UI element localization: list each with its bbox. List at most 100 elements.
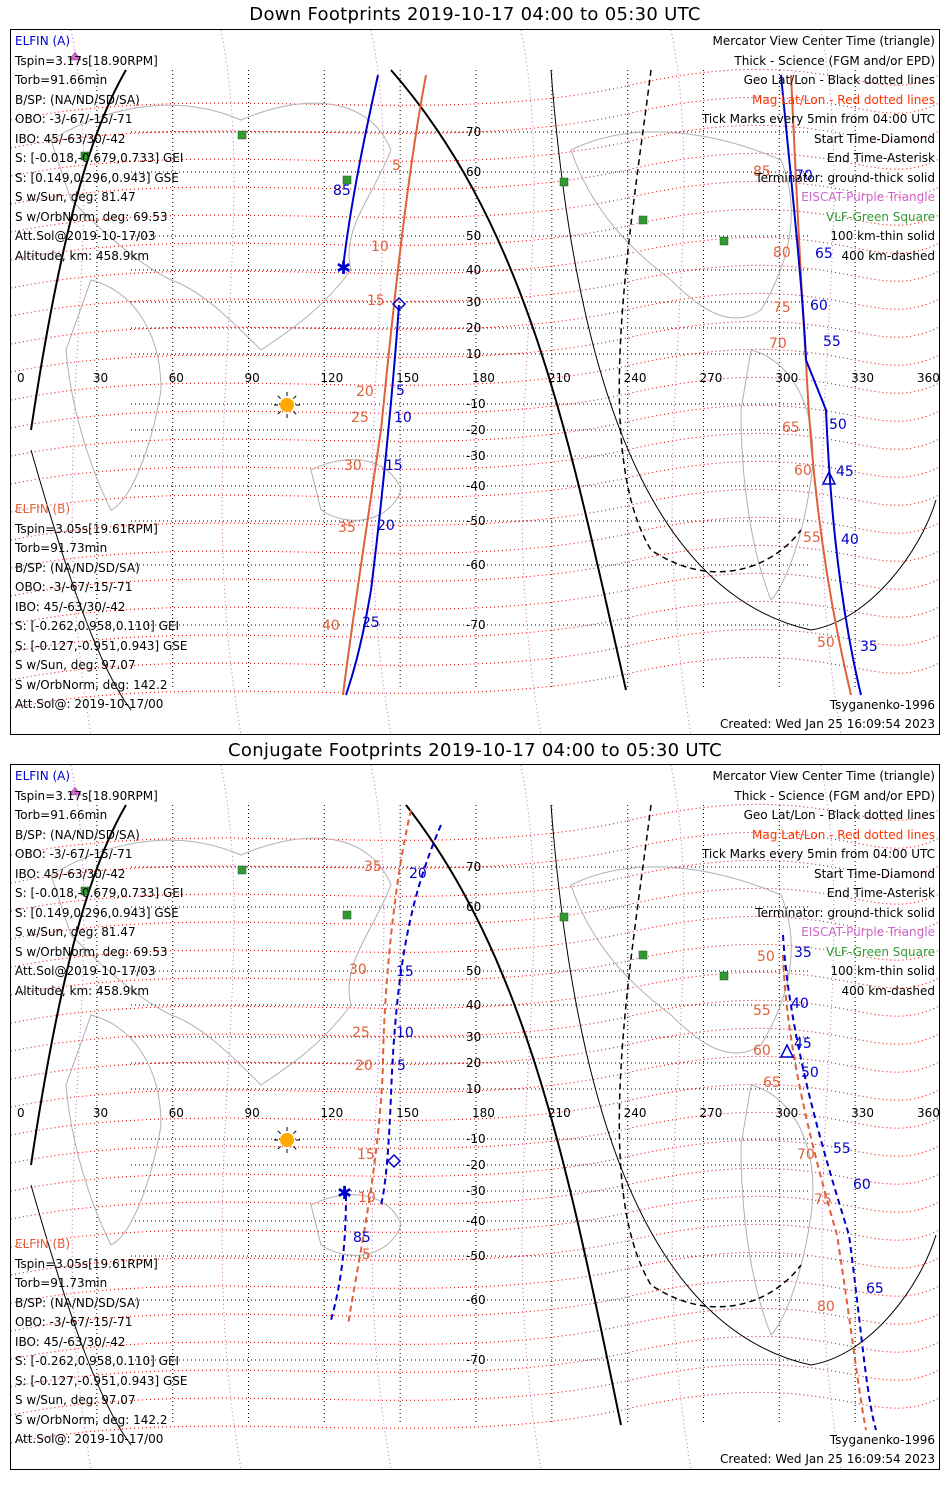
coastline (740, 349, 814, 601)
lat-tick-label: -60 (466, 558, 486, 572)
info-line: Att.Sol@: 2019-10-17/00 (15, 1432, 164, 1446)
lat-tick-label: 40 (466, 263, 481, 277)
lat-tick-label: 20 (466, 1056, 481, 1070)
center-time-triangle (779, 1043, 795, 1058)
lat-tick-label: -20 (466, 423, 486, 437)
lat-tick-label: 20 (466, 321, 481, 335)
coastline (570, 131, 792, 319)
lon-tick-label: 270 (700, 1106, 723, 1120)
elfin-a-time-tick: 25 (362, 615, 380, 631)
map-canvas-conjugate: 0 30 60 90 120 150 180 210 240 270 300 330 360 70 60 50… (11, 765, 939, 1469)
vlf-station-square (80, 886, 90, 896)
legend-item: Terminator: ground-thick solid (755, 905, 935, 920)
coastline (50, 837, 392, 1086)
lon-tick-label: 180 (472, 371, 495, 385)
coastline (310, 1194, 402, 1256)
elfin-a-time-tick: 10 (396, 1025, 414, 1041)
lat-tick-label: -70 (466, 618, 486, 632)
elfin-a-time-tick: 55 (833, 1141, 851, 1157)
terminator-100km (30, 1184, 132, 1446)
info-line: S w/OrbNorm, deg: 142.2 (15, 677, 168, 692)
coastline (310, 459, 402, 521)
elfin-b-time-tick: 35 (364, 859, 382, 875)
elfin-a-time-tick: 50 (829, 417, 847, 433)
legend-item: Thick - Science (FGM and/or EPD) (734, 788, 935, 803)
info-line: OBO: -3/-67/-15/-71 (15, 1315, 133, 1329)
legend-item: VLF-Green Square (826, 209, 935, 224)
elfin-b-time-tick: 5 (362, 1247, 371, 1263)
legend-item: VLF-Green Square (826, 944, 935, 959)
elfin-b-time-tick: 40 (322, 618, 340, 634)
lat-tick-label: -40 (466, 1214, 486, 1228)
lat-tick-label: 30 (466, 295, 481, 309)
info-line: S: [-0.127,-0.951,0.943] GSE (15, 1373, 188, 1388)
lon-tick-label: 330 (851, 1106, 874, 1120)
info-line: S: [-0.262,0.958,0.110] GEI (15, 1354, 180, 1368)
legend-item: Geo Lat/Lon - Black dotted lines (743, 808, 935, 822)
info-line: OBO: -3/-67/-15/-71 (15, 847, 133, 861)
info-line: Torb=91.66min (15, 73, 108, 87)
elfin-b-time-tick: 15 (367, 293, 385, 309)
mag-meridian (670, 30, 692, 734)
elfin-b-track-west (342, 74, 427, 696)
center-time-triangle (821, 470, 837, 485)
elfin-b-time-tick: 50 (817, 635, 835, 651)
elfin-b-time-tick: 80 (773, 245, 791, 261)
vlf-station-square (237, 865, 247, 875)
sun-disc (280, 1133, 294, 1147)
info-line: S: [-0.018,-0.679,0.733] GEI (15, 151, 184, 165)
elfin-b-time-tick: 60 (753, 1043, 771, 1059)
vlf-station-square (638, 215, 648, 225)
lat-tick-label: -40 (466, 479, 486, 493)
end-time-asterisk: ✱ (337, 1183, 352, 1204)
elfin-b-time-tick: 55 (753, 1003, 771, 1019)
elfin-a-time-tick: 45 (836, 464, 854, 480)
mag-meridian (370, 765, 392, 1469)
elfin-a-time-tick: 5 (396, 383, 405, 399)
coastline (740, 1084, 814, 1336)
terminator-100km (550, 69, 937, 631)
legend-item: Start Time-Diamond (813, 131, 935, 146)
lon-tick-label: 30 (93, 371, 108, 385)
end-time-asterisk: ✱ (336, 258, 351, 279)
elfin-b-info: ELFIN (B) Tspin=3.05s[19.61RPM] Torb=91.… (15, 500, 188, 715)
mag-meridian (70, 765, 92, 1469)
lat-tick-label: 10 (466, 347, 481, 361)
elfin-a-info: ELFIN (A) Tspin=3.17s[18.90RPM] Torb=91.… (15, 32, 183, 266)
elfin-a-track-east (780, 74, 862, 696)
legend-item: 400 km-dashed (841, 983, 935, 998)
elfin-b-time-tick: 30 (344, 458, 362, 474)
elfin-b-time-tick: 80 (817, 1299, 835, 1315)
info-line: OBO: -3/-67/-15/-71 (15, 112, 133, 126)
elfin-a-track-south (345, 304, 400, 696)
elfin-b-time-tick: 5 (392, 158, 401, 174)
info-line: B/SP: (NA/ND/SD/SA) (15, 560, 140, 575)
sun-icon (274, 1127, 300, 1153)
lon-tick-label: 300 (775, 1106, 798, 1120)
terminator-ground (30, 69, 127, 431)
elfin-b-time-tick: 65 (763, 1075, 781, 1091)
elfin-b-header: ELFIN (B) (15, 502, 71, 516)
sun-ray (293, 395, 297, 399)
elfin-b-time-tick: 65 (782, 420, 800, 436)
lon-tick-label: 150 (396, 371, 419, 385)
elfin-b-time-tick: 15 (357, 1147, 375, 1163)
elfin-b-time-tick: 35 (338, 520, 356, 536)
coastline (570, 866, 792, 1054)
lon-tick-label: 120 (320, 371, 343, 385)
elfin-b-time-tick: 70 (797, 1147, 815, 1163)
elfin-b-time-tick: 10 (358, 1190, 376, 1206)
legend-item: Thick - Science (FGM and/or EPD) (734, 53, 935, 68)
elfin-a-time-tick: 85 (333, 183, 351, 199)
lon-tick-label: 330 (851, 371, 874, 385)
lat-tick-label: -30 (466, 1184, 486, 1198)
sun-ray (277, 411, 281, 415)
lon-tick-label: 270 (700, 371, 723, 385)
legend-item: Mag Lat/Lon - Red dotted lines (751, 827, 935, 842)
lon-tick-label: 240 (624, 371, 647, 385)
lat-tick-label: -50 (466, 514, 486, 528)
elfin-a-track-west (380, 824, 442, 1206)
legend-item: Start Time-Diamond (813, 866, 935, 881)
elfin-a-header: ELFIN (A) (15, 34, 71, 48)
elfin-b-time-tick: 25 (351, 410, 369, 426)
